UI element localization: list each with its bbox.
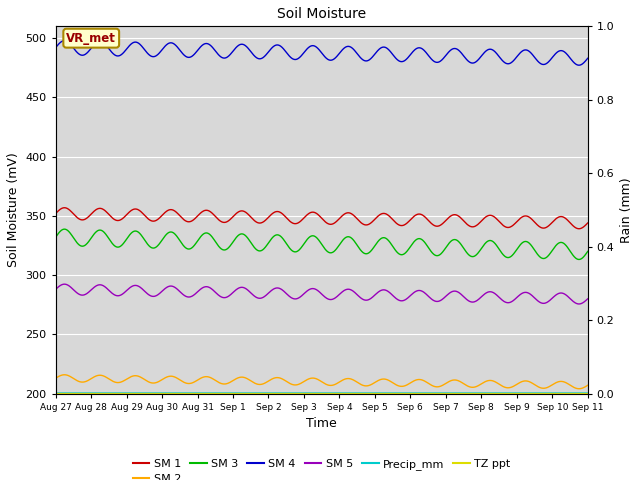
Y-axis label: Rain (mm): Rain (mm) xyxy=(620,177,633,243)
Title: Soil Moisture: Soil Moisture xyxy=(277,7,366,21)
Legend: SM 1, SM 2, SM 3, SM 4, SM 5, Precip_mm, TZ ppt: SM 1, SM 2, SM 3, SM 4, SM 5, Precip_mm,… xyxy=(128,454,515,480)
Y-axis label: Soil Moisture (mV): Soil Moisture (mV) xyxy=(7,153,20,267)
Text: VR_met: VR_met xyxy=(67,32,116,45)
X-axis label: Time: Time xyxy=(307,417,337,430)
